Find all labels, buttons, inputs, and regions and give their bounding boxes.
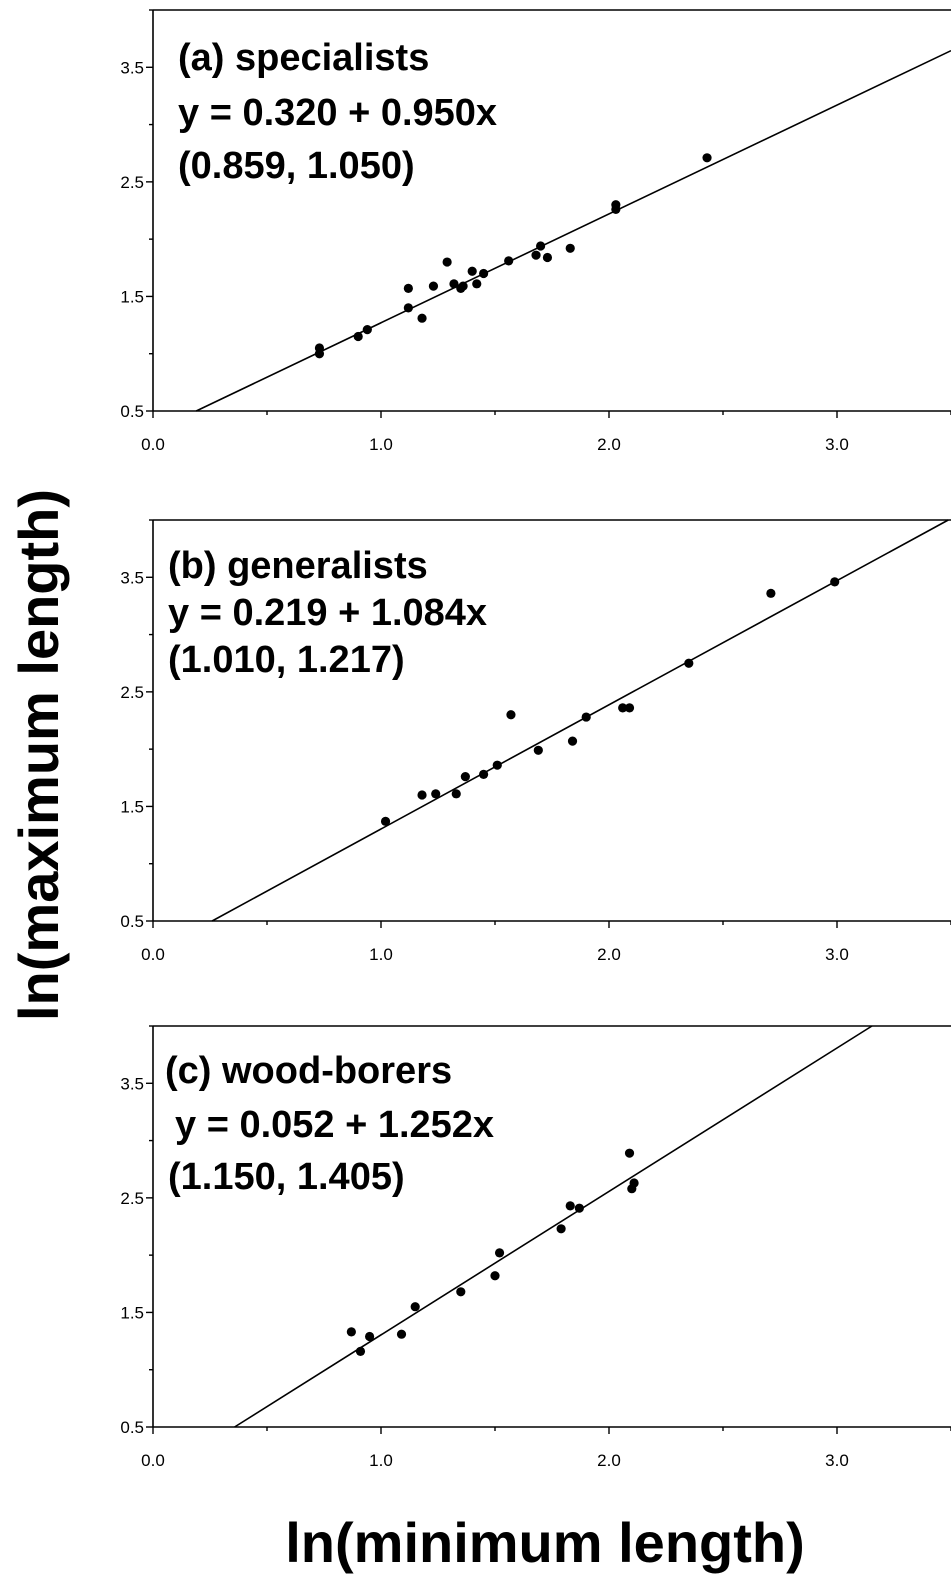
data-point — [467, 266, 477, 276]
data-point — [542, 252, 553, 263]
data-point — [567, 736, 578, 746]
x-tick-label: 3.0 — [825, 1451, 849, 1470]
panel-equation: y = 0.052 + 1.252x — [175, 1104, 494, 1146]
data-point — [458, 281, 468, 291]
y-tick-label: 0.5 — [120, 912, 144, 931]
regression-line — [211, 519, 949, 922]
data-point — [365, 1331, 375, 1342]
data-point — [565, 243, 575, 253]
data-point — [396, 1329, 407, 1339]
panel-title: (b) generalists — [168, 545, 428, 587]
data-point — [479, 769, 489, 779]
data-point — [428, 281, 439, 291]
data-point — [417, 790, 427, 800]
panel-interval: (0.859, 1.050) — [178, 145, 415, 187]
data-point — [504, 256, 514, 266]
data-point — [618, 703, 628, 713]
data-point — [417, 313, 427, 323]
y-tick-label: 0.5 — [120, 402, 144, 421]
x-tick-label: 3.0 — [825, 945, 849, 964]
data-point — [581, 712, 591, 722]
y-tick-label: 3.5 — [120, 58, 144, 77]
y-tick-label: 3.5 — [120, 1074, 144, 1093]
x-axis-title: ln(minimum length) — [285, 1511, 805, 1574]
x-tick-label: 2.0 — [597, 945, 621, 964]
x-tick-label: 3.0 — [825, 435, 849, 454]
data-point — [574, 1203, 584, 1213]
data-point — [684, 658, 694, 668]
data-point — [380, 816, 391, 826]
data-point — [766, 588, 776, 598]
x-tick-label: 2.0 — [597, 1451, 621, 1470]
y-axis-title: ln(maximum length) — [7, 489, 70, 1021]
data-point — [494, 1248, 505, 1258]
panel-title: (a) specialists — [178, 37, 429, 79]
data-point — [624, 703, 635, 713]
data-point — [629, 1178, 639, 1188]
y-tick-label: 2.5 — [120, 1189, 144, 1208]
data-point — [403, 283, 413, 294]
y-tick-label: 1.5 — [120, 797, 144, 816]
x-tick-label: 0.0 — [141, 1451, 165, 1470]
panel-1: 0.5 1.5 2.5 3.5 0.0 1.0 2.0 3.0 (a) specialists y… — [120, 9, 951, 454]
data-point — [702, 153, 712, 163]
data-point — [314, 349, 325, 359]
panel-interval: (1.010, 1.217) — [168, 639, 405, 681]
x-tick-label: 1.0 — [369, 945, 393, 964]
data-point — [624, 1148, 635, 1158]
panel-equation: y = 0.219 + 1.084x — [168, 592, 487, 634]
data-point — [460, 772, 470, 782]
data-point — [451, 789, 461, 799]
data-point — [611, 200, 621, 210]
y-tick-label: 2.5 — [120, 173, 144, 192]
data-point — [479, 268, 489, 279]
y-tick-label: 1.5 — [120, 287, 144, 306]
data-point — [355, 1346, 366, 1356]
y-tick-label: 1.5 — [120, 1303, 144, 1322]
data-point — [442, 257, 452, 267]
x-tick-label: 1.0 — [369, 435, 393, 454]
data-point — [410, 1302, 420, 1312]
data-point — [449, 279, 459, 289]
data-point — [431, 789, 441, 799]
panels: 0.5 1.5 2.5 3.5 0.0 1.0 2.0 3.0 (a) specialists y… — [120, 9, 951, 1470]
data-point — [472, 279, 482, 289]
data-point — [556, 1224, 566, 1234]
data-point — [492, 760, 502, 770]
panel-3: 0.5 1.5 2.5 3.5 0.0 1.0 2.0 3.0 (c) wood-borers y… — [120, 1025, 951, 1470]
panel-title: (c) wood-borers — [165, 1050, 452, 1092]
data-point — [346, 1327, 356, 1337]
x-tick-label: 2.0 — [597, 435, 621, 454]
panel-interval: (1.150, 1.405) — [168, 1156, 405, 1198]
regression-line — [234, 1025, 873, 1428]
data-point — [565, 1201, 575, 1211]
data-point — [456, 1287, 466, 1297]
data-point — [531, 250, 541, 260]
data-point — [506, 710, 516, 720]
data-point — [830, 577, 840, 587]
y-tick-label: 0.5 — [120, 1418, 144, 1437]
panel-equation: y = 0.320 + 0.950x — [178, 92, 497, 134]
data-point — [353, 331, 363, 342]
x-tick-label: 0.0 — [141, 945, 165, 964]
x-tick-label: 0.0 — [141, 435, 165, 454]
data-point — [362, 325, 372, 335]
data-point — [403, 303, 413, 313]
data-point — [490, 1271, 500, 1281]
data-point — [536, 241, 546, 251]
y-tick-label: 2.5 — [120, 683, 144, 702]
panel-2: 0.5 1.5 2.5 3.5 0.0 1.0 2.0 3.0 (b) generalists y… — [120, 519, 951, 964]
data-point — [533, 745, 543, 755]
x-tick-label: 1.0 — [369, 1451, 393, 1470]
y-tick-label: 3.5 — [120, 568, 144, 587]
